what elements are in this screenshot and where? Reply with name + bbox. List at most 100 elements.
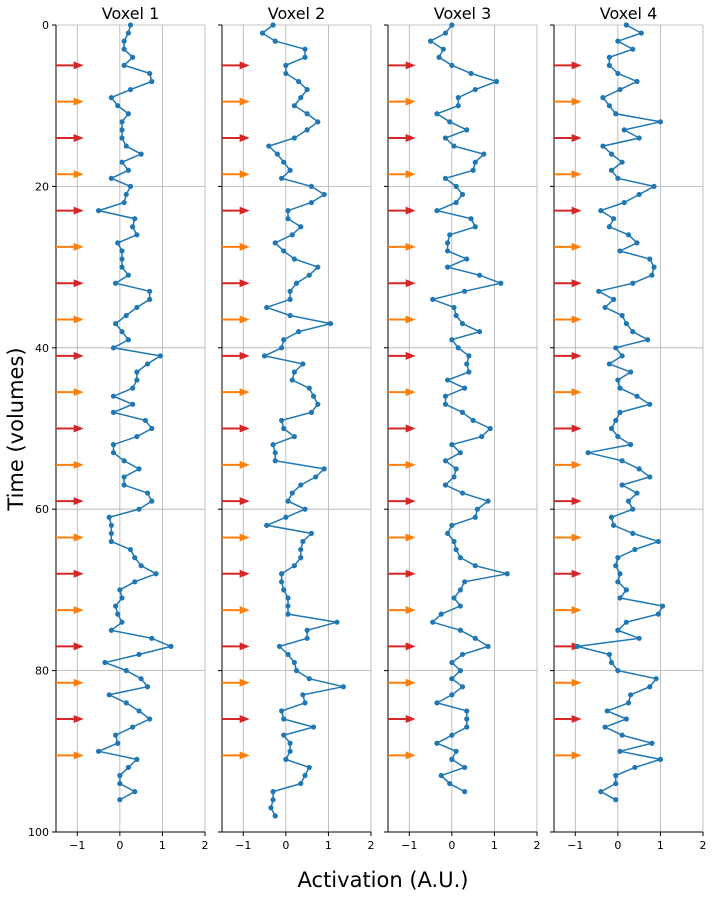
data-point [136, 708, 142, 714]
data-point [315, 119, 321, 125]
data-point [617, 595, 623, 601]
data-point [283, 62, 289, 68]
data-point [498, 280, 504, 286]
stimulus-arrow-head [239, 351, 250, 360]
data-point [457, 555, 463, 561]
data-point [466, 353, 472, 359]
data-point [617, 86, 623, 93]
data-point [287, 167, 293, 173]
data-point [149, 635, 155, 641]
data-point [606, 62, 612, 68]
data-point [430, 619, 436, 625]
data-point [121, 46, 127, 52]
data-point [602, 724, 608, 730]
data-point [634, 393, 640, 399]
data-point [119, 248, 125, 254]
data-point [615, 38, 621, 44]
stimulus-arrow-head [405, 315, 416, 324]
data-point [157, 353, 163, 359]
data-point [615, 433, 621, 440]
stimulus-arrow-head [239, 388, 250, 397]
stimulus-arrow-head [239, 242, 250, 251]
data-point [149, 78, 155, 85]
data-point [457, 627, 463, 633]
data-point [442, 135, 449, 141]
data-point [123, 191, 129, 198]
data-point [436, 54, 442, 60]
data-point [636, 135, 642, 141]
data-point [308, 183, 314, 189]
data-point [102, 659, 108, 666]
data-point [285, 595, 291, 601]
stimulus-arrow-head [239, 678, 250, 687]
stimulus-arrow-head [239, 642, 250, 651]
data-point [121, 474, 127, 480]
data-point [127, 183, 134, 189]
data-point [321, 191, 327, 198]
data-point [134, 232, 140, 238]
stimulus-arrow-head [239, 315, 250, 324]
stimulus-arrow-head [405, 388, 416, 397]
data-point [279, 345, 285, 351]
data-point [279, 571, 285, 577]
data-point [270, 442, 276, 448]
data-point [617, 409, 623, 415]
data-point [259, 30, 266, 36]
data-point [615, 555, 621, 561]
data-point [291, 563, 297, 569]
data-point [130, 224, 136, 230]
data-point [647, 401, 653, 407]
data-point [281, 732, 287, 738]
data-point [123, 312, 129, 319]
data-point [442, 482, 449, 488]
data-point [442, 401, 449, 407]
data-point [464, 361, 470, 367]
stimulus-arrow-head [73, 569, 84, 578]
stimulus-arrow-head [73, 606, 84, 615]
data-point [285, 611, 291, 617]
data-point [632, 764, 638, 771]
data-point [451, 474, 457, 480]
data-point [438, 611, 444, 617]
data-point [632, 546, 638, 553]
data-point [279, 175, 285, 181]
stimulus-arrow-head [571, 715, 582, 724]
panel-title: Voxel 2 [268, 4, 326, 23]
data-point [655, 538, 661, 545]
y-tick-label: 80 [35, 665, 49, 678]
data-point [476, 329, 483, 335]
data-point [585, 450, 591, 456]
data-point [438, 772, 444, 779]
stimulus-arrow-head [405, 606, 416, 615]
stimulus-arrow-head [73, 678, 84, 687]
stimulus-arrow-head [405, 97, 416, 106]
data-point [281, 425, 287, 432]
data-point [270, 797, 276, 803]
data-point [615, 70, 621, 77]
data-point [281, 587, 287, 593]
panel-voxel-2: −1 0 1 2 Voxel 2 [218, 4, 375, 852]
data-point [134, 377, 140, 383]
data-point [121, 38, 127, 44]
data-point [459, 684, 466, 690]
data-point [123, 668, 129, 674]
stimulus-arrow-head [405, 533, 416, 542]
data-point [304, 627, 310, 633]
data-point [615, 668, 621, 674]
data-point [291, 433, 297, 440]
data-point [310, 393, 317, 399]
stimulus-arrow-head [405, 751, 416, 760]
data-point [449, 522, 455, 528]
data-point [485, 643, 491, 649]
data-point [270, 789, 276, 795]
activation-line [95, 24, 174, 801]
stimulus-arrow-head [73, 242, 84, 251]
data-point [604, 708, 610, 714]
panel-voxel-3: −1 0 1 2 Voxel 3 [384, 4, 541, 852]
data-point [445, 530, 451, 537]
data-point [108, 95, 114, 101]
data-point [449, 732, 455, 738]
stimulus-arrow-head [571, 388, 582, 397]
stimulus-arrow-head [239, 61, 250, 70]
data-point [296, 78, 302, 85]
